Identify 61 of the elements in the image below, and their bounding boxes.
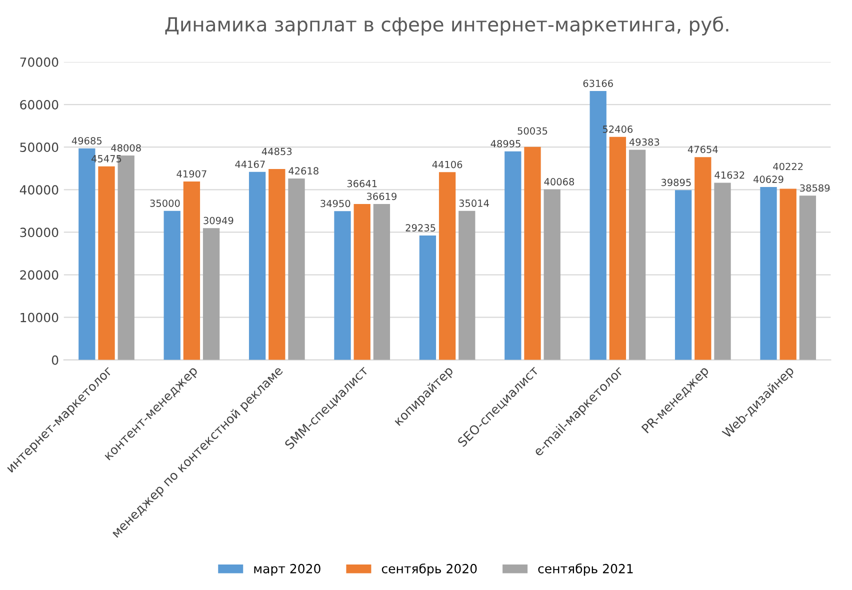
- bar: [354, 204, 370, 360]
- data-label: 48008: [111, 144, 141, 152]
- bar: [419, 235, 436, 360]
- data-label: 41907: [176, 170, 206, 178]
- y-tick-label: 0: [52, 355, 58, 365]
- y-tick-label: 60000: [20, 100, 58, 110]
- data-label: 38589: [800, 184, 830, 192]
- data-label: 50035: [518, 127, 548, 135]
- y-tick-label: 20000: [20, 270, 58, 280]
- bar: [674, 190, 692, 360]
- legend-label: сентябрь 2021: [538, 563, 633, 576]
- bar: [268, 168, 286, 360]
- bar: [799, 196, 816, 360]
- bar: [164, 210, 180, 360]
- y-tick-label: 40000: [20, 185, 58, 195]
- data-label: 34950: [320, 200, 350, 208]
- data-label: 40068: [544, 178, 574, 186]
- bar: [248, 172, 266, 360]
- data-label: 42618: [288, 167, 318, 175]
- bar: [183, 182, 200, 360]
- data-label: 41632: [714, 171, 744, 179]
- bar: [334, 211, 351, 360]
- bar: [524, 146, 541, 360]
- data-label: 35000: [150, 200, 180, 207]
- data-label: 44167: [235, 160, 265, 168]
- chart-title: Динамика зарплат в сфере интернет-маркетинга, руб.: [165, 16, 728, 36]
- data-label: 49383: [629, 138, 660, 146]
- bar: [373, 204, 390, 360]
- bar: [694, 157, 712, 360]
- bar: [609, 136, 626, 360]
- data-label: 30949: [204, 216, 234, 224]
- bar: [760, 186, 777, 360]
- legend-label: сентябрь 2020: [382, 563, 477, 576]
- y-tick-label: 50000: [20, 142, 58, 152]
- legend-label: март 2020: [254, 564, 320, 576]
- bar: [98, 166, 115, 360]
- data-label: 44853: [262, 148, 292, 156]
- bar: [628, 150, 646, 360]
- data-label: 39895: [661, 178, 691, 186]
- bar: [458, 210, 476, 360]
- data-label: 63166: [583, 80, 613, 88]
- bar: [504, 151, 522, 360]
- data-label: 36619: [366, 192, 396, 200]
- data-label: 49685: [72, 137, 102, 144]
- y-tick-label: 10000: [20, 312, 58, 322]
- data-label: 29235: [406, 224, 436, 232]
- bar: [780, 188, 796, 360]
- data-label: 35014: [459, 200, 489, 207]
- y-tick-label: 30000: [20, 228, 58, 238]
- data-label: 40222: [773, 162, 803, 170]
- data-label: 36641: [347, 180, 377, 188]
- bar: [288, 178, 305, 360]
- data-label: 48995: [490, 140, 520, 148]
- bar: [544, 189, 560, 360]
- bar: [438, 172, 456, 360]
- data-label: 44106: [432, 160, 462, 168]
- data-label: 47654: [688, 146, 718, 154]
- bar: [714, 182, 731, 360]
- data-label: 40629: [754, 176, 784, 183]
- y-tick-label: 70000: [20, 57, 58, 67]
- bar: [202, 228, 220, 360]
